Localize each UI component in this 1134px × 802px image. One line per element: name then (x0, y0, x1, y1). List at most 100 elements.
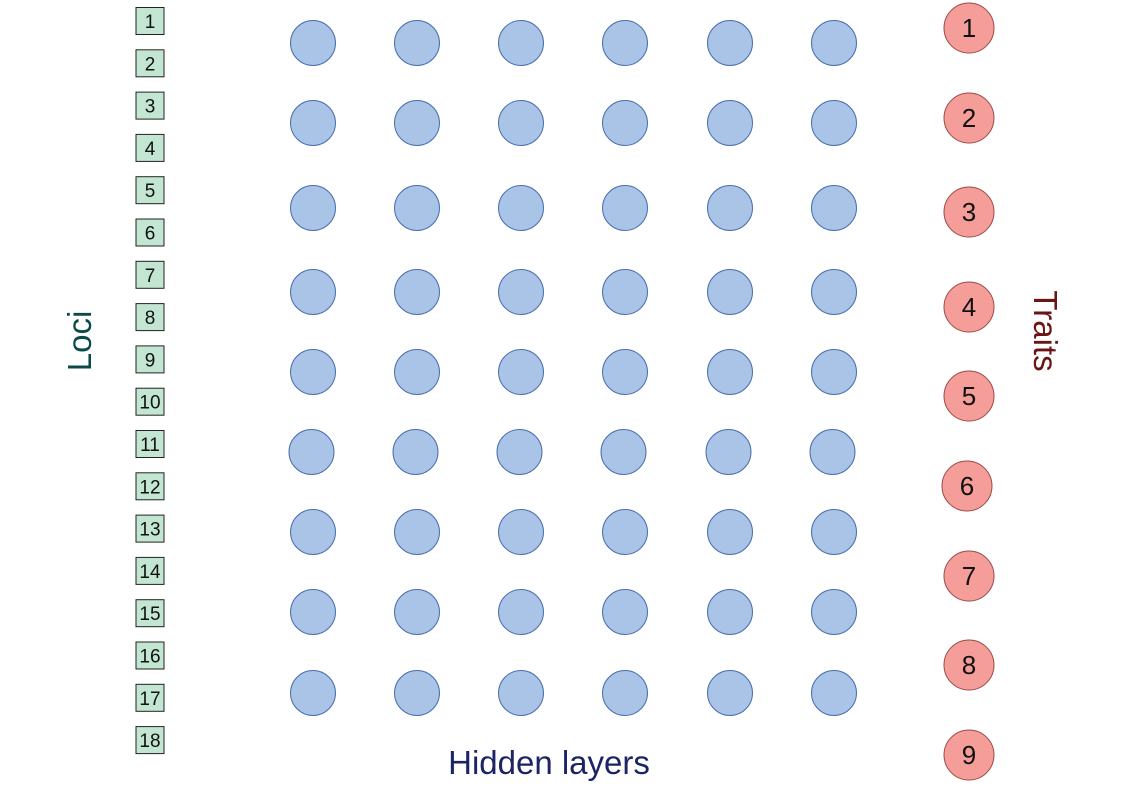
locus-box (135, 176, 165, 205)
hidden-node (705, 429, 752, 475)
trait-label: 5 (962, 381, 976, 411)
trait-node: 6 (941, 460, 993, 512)
hidden-node (392, 429, 439, 475)
hidden-layer-column (392, 20, 440, 716)
trait-circle (943, 92, 995, 144)
hidden-node (290, 509, 336, 555)
hidden-node (602, 100, 648, 146)
locus-node: 18 (135, 726, 165, 755)
trait-node: 2 (943, 92, 995, 144)
trait-circle (943, 186, 995, 238)
hidden-node (707, 100, 753, 146)
locus-label: 17 (139, 689, 160, 710)
trait-circle (943, 639, 995, 691)
hidden-layer-column (600, 20, 648, 716)
locus-label: 14 (139, 562, 161, 583)
hidden-node (288, 429, 335, 475)
locus-node: 4 (135, 133, 165, 162)
locus-label: 2 (145, 54, 156, 75)
locus-node: 3 (135, 91, 165, 120)
locus-label: 7 (145, 266, 156, 287)
hidden-node (602, 20, 648, 66)
locus-label: 11 (140, 435, 160, 456)
hidden-node (811, 589, 857, 635)
hidden-node (811, 269, 857, 315)
hidden-node (290, 349, 336, 395)
trait-node: 3 (943, 186, 995, 238)
trait-circle (943, 550, 995, 602)
locus-box (135, 472, 165, 501)
hidden-layers-title: Hidden layers (448, 744, 650, 781)
locus-node: 9 (135, 345, 165, 374)
traits-output-layer: 1 2 3 4 5 6 7 8 9 (941, 2, 995, 781)
hidden-layer-column (705, 20, 753, 716)
hidden-node (394, 185, 440, 231)
hidden-node (394, 589, 440, 635)
hidden-node (707, 670, 753, 716)
hidden-node (602, 349, 648, 395)
hidden-node (290, 100, 336, 146)
locus-box (135, 641, 165, 670)
locus-label: 12 (139, 477, 160, 498)
locus-label: 9 (145, 350, 156, 371)
locus-box (135, 133, 165, 162)
traits-axis-title: Traits (1027, 290, 1064, 371)
hidden-node (809, 429, 856, 475)
hidden-node (602, 185, 648, 231)
hidden-node (707, 20, 753, 66)
locus-node: 12 (135, 472, 165, 501)
hidden-layer-column (288, 20, 336, 716)
hidden-node (394, 20, 440, 66)
locus-label: 5 (145, 181, 156, 202)
hidden-node (811, 349, 857, 395)
locus-node: 5 (135, 176, 165, 205)
hidden-node (290, 185, 336, 231)
locus-box (135, 260, 165, 289)
hidden-node (290, 20, 336, 66)
trait-label: 9 (962, 740, 976, 770)
trait-label: 4 (962, 292, 976, 322)
hidden-node (498, 670, 544, 716)
locus-label: 15 (139, 604, 160, 625)
locus-node: 17 (135, 683, 165, 712)
locus-box (135, 218, 165, 247)
trait-label: 6 (960, 471, 974, 501)
hidden-node (394, 100, 440, 146)
trait-node: 7 (943, 550, 995, 602)
hidden-node (290, 589, 336, 635)
hidden-node (498, 349, 544, 395)
locus-node: 1 (135, 7, 165, 35)
locus-node: 15 (135, 599, 165, 628)
locus-label: 10 (139, 393, 160, 414)
locus-box (135, 345, 165, 374)
trait-label: 7 (962, 561, 976, 591)
locus-label: 18 (139, 731, 160, 752)
trait-label: 3 (962, 197, 976, 227)
trait-node: 4 (943, 281, 995, 333)
hidden-node (602, 589, 648, 635)
hidden-node (498, 100, 544, 146)
locus-node: 10 (135, 387, 165, 416)
locus-label: 8 (145, 308, 156, 329)
locus-label: 6 (145, 224, 156, 245)
trait-circle (943, 281, 995, 333)
locus-box (135, 387, 165, 416)
locus-node: 2 (135, 49, 165, 78)
hidden-node (811, 185, 857, 231)
hidden-node (498, 269, 544, 315)
hidden-node (811, 100, 857, 146)
locus-box (135, 514, 165, 543)
hidden-node (811, 509, 857, 555)
locus-box (135, 7, 165, 35)
hidden-node (498, 185, 544, 231)
hidden-node (707, 185, 753, 231)
trait-circle (941, 460, 993, 512)
hidden-node (498, 20, 544, 66)
locus-node: 11 (135, 430, 165, 458)
locus-box (135, 726, 165, 755)
locus-box (135, 599, 165, 628)
locus-label: 3 (145, 97, 156, 118)
hidden-node (811, 670, 857, 716)
trait-node: 9 (943, 729, 995, 781)
